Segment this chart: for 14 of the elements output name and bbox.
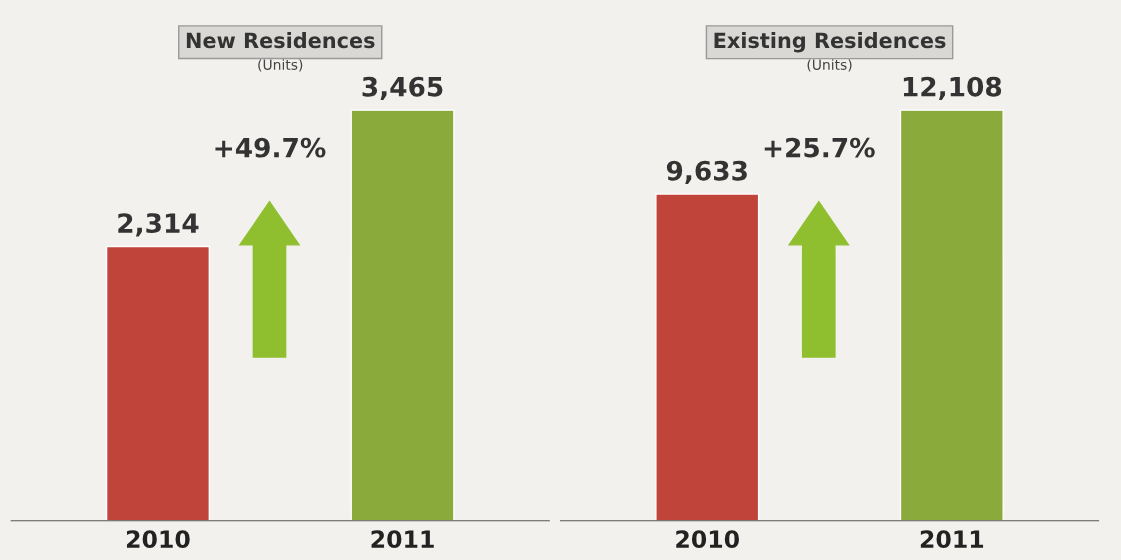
x-tick-label: 2011 [371,530,434,549]
data-label: 2,314 [118,213,199,237]
data-label: 12,108 [903,76,1002,101]
annotation: +25.7% [764,137,875,158]
data-label: 9,633 [666,160,747,184]
data-label: 3,465 [362,76,443,101]
chart-subtitle: (Units) [258,59,303,72]
x-tick-label: 2010 [676,530,739,549]
x-tick-label: 2010 [126,530,190,549]
x-tick-label: 2011 [920,530,984,549]
annotation: +49.7% [215,137,326,158]
chart-subtitle: (Units) [807,59,852,72]
chart-title: Existing Residences [714,32,946,53]
chart-title: New Residences [186,32,375,49]
